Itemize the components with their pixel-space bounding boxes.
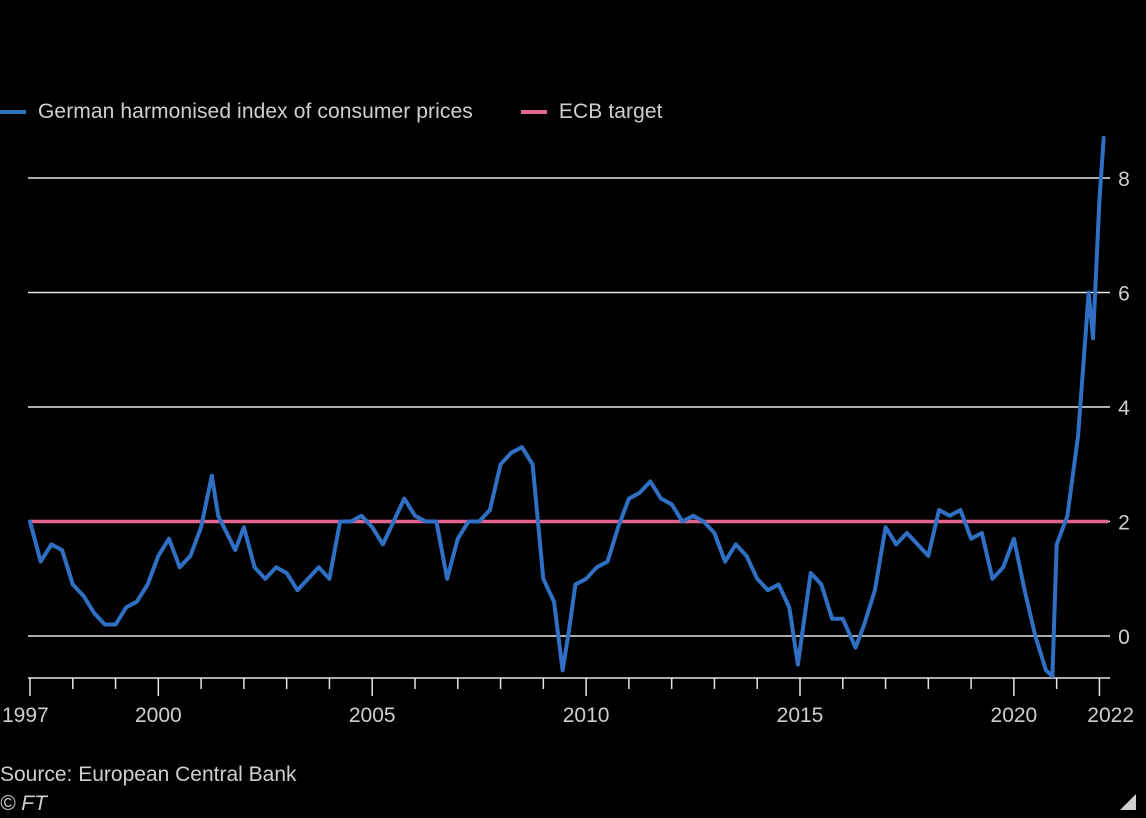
legend: German harmonised index of consumer pric… [0,97,711,127]
y-axis-tick-labels: 0 2 4 6 8 [1118,168,1130,649]
y-tick-label-8: 8 [1118,168,1130,191]
resize-icon[interactable] [1120,794,1136,810]
legend-label-hicp: German harmonised index of consumer pric… [38,100,473,123]
x-tick-label-2022: 2022 [1087,704,1134,727]
x-tick-label-2005: 2005 [349,704,396,727]
legend-swatch-ecb-target [520,110,547,114]
x-tick-label-2015: 2015 [777,704,824,727]
x-tick-label-2010: 2010 [563,704,610,727]
source-note: Source: European Central Bank [0,763,297,786]
y-tick-label-2: 2 [1118,512,1130,535]
series-line-hicp [28,135,1106,679]
series-layer [28,135,1108,679]
x-tick-label-2020: 2020 [991,704,1038,727]
legend-item-hicp: German harmonised index of consumer pric… [0,100,473,124]
legend-swatch-hicp [0,110,26,114]
x-axis [28,677,1110,696]
credit-note: © FT [0,792,47,815]
y-tick-label-4: 4 [1118,397,1130,420]
legend-label-ecb-target: ECB target [558,100,663,123]
legend-item-ecb-target: ECB target [520,100,663,124]
y-tick-label-6: 6 [1118,283,1130,306]
gridlines [28,177,1110,637]
x-tick-label-1997: 1997 [2,704,49,727]
y-tick-label-0: 0 [1118,626,1130,649]
x-axis-tick-labels: 1997 2000 2005 2010 2015 2020 2022 [2,704,1134,727]
x-tick-label-2000: 2000 [135,704,182,727]
